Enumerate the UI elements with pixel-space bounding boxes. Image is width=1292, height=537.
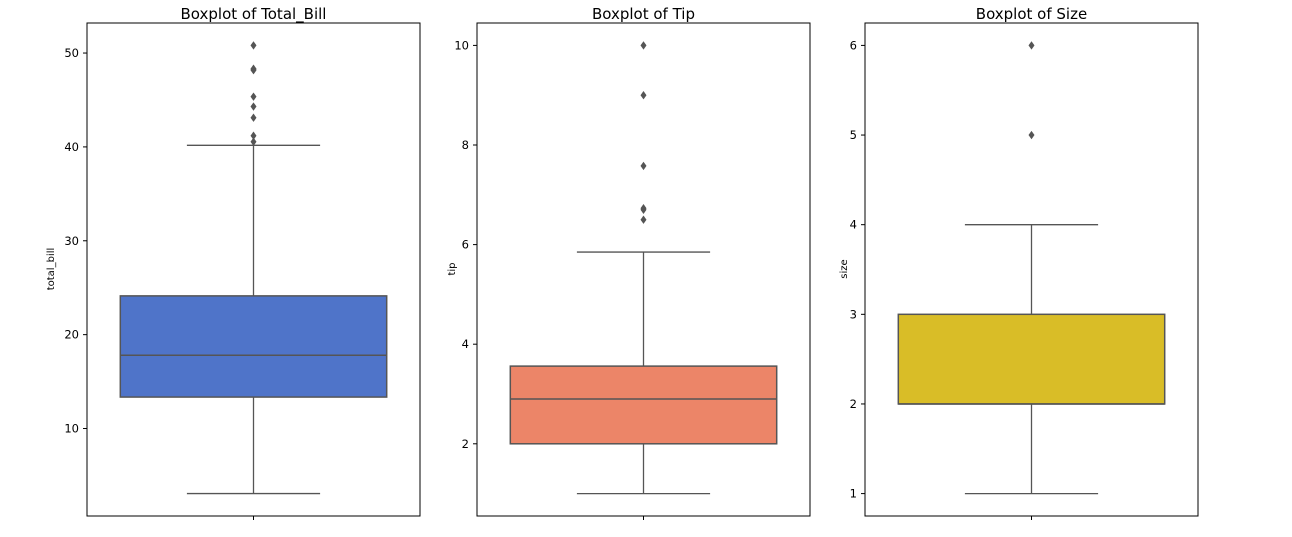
y-tick-label: 2 bbox=[462, 437, 469, 451]
y-tick-label: 10 bbox=[64, 422, 79, 436]
y-tick-label: 6 bbox=[462, 238, 469, 252]
outlier-marker bbox=[1028, 41, 1035, 50]
iqr-box bbox=[119, 295, 388, 398]
y-tick-label: 4 bbox=[850, 218, 857, 232]
plot3-title: Boxplot of Size bbox=[975, 5, 1088, 23]
y-tick-label: 3 bbox=[850, 307, 857, 321]
outlier-marker bbox=[250, 113, 257, 122]
iqr-box bbox=[509, 365, 778, 445]
outlier-marker bbox=[250, 131, 257, 140]
plot2-y-axis-label: tip bbox=[447, 262, 458, 276]
y-tick-label: 6 bbox=[850, 38, 857, 52]
y-tick-label: 2 bbox=[850, 397, 857, 411]
outlier-marker bbox=[640, 91, 647, 100]
plot1-title: Boxplot of Total_Bill bbox=[180, 5, 327, 23]
y-tick-label: 50 bbox=[64, 46, 79, 60]
axes-frame bbox=[864, 22, 1199, 517]
y-tick-label: 5 bbox=[850, 128, 857, 142]
iqr-box bbox=[897, 313, 1166, 405]
outlier-marker bbox=[250, 137, 257, 146]
plot3-y-axis-label: size bbox=[839, 259, 850, 279]
y-tick-label: 8 bbox=[462, 138, 469, 152]
y-tick-label: 10 bbox=[454, 38, 469, 52]
outlier-marker bbox=[640, 161, 647, 171]
plot2-title: Boxplot of Tip bbox=[591, 5, 695, 23]
y-tick-label: 4 bbox=[462, 337, 469, 351]
y-tick-label: 40 bbox=[64, 140, 79, 154]
y-tick-label: 20 bbox=[64, 328, 79, 342]
outlier-marker bbox=[640, 215, 647, 224]
outlier-marker bbox=[250, 92, 257, 101]
outlier-marker bbox=[250, 64, 257, 73]
outlier-marker bbox=[640, 41, 647, 50]
y-tick-label: 30 bbox=[64, 234, 79, 248]
outlier-marker bbox=[250, 102, 257, 111]
axes-frame bbox=[86, 22, 421, 517]
outlier-marker bbox=[250, 41, 257, 50]
y-tick-label: 1 bbox=[850, 487, 857, 501]
outlier-marker bbox=[640, 204, 647, 213]
plot1-y-axis-label: total_bill bbox=[46, 247, 57, 291]
axes-frame bbox=[476, 22, 811, 517]
outlier-marker bbox=[1028, 130, 1035, 140]
